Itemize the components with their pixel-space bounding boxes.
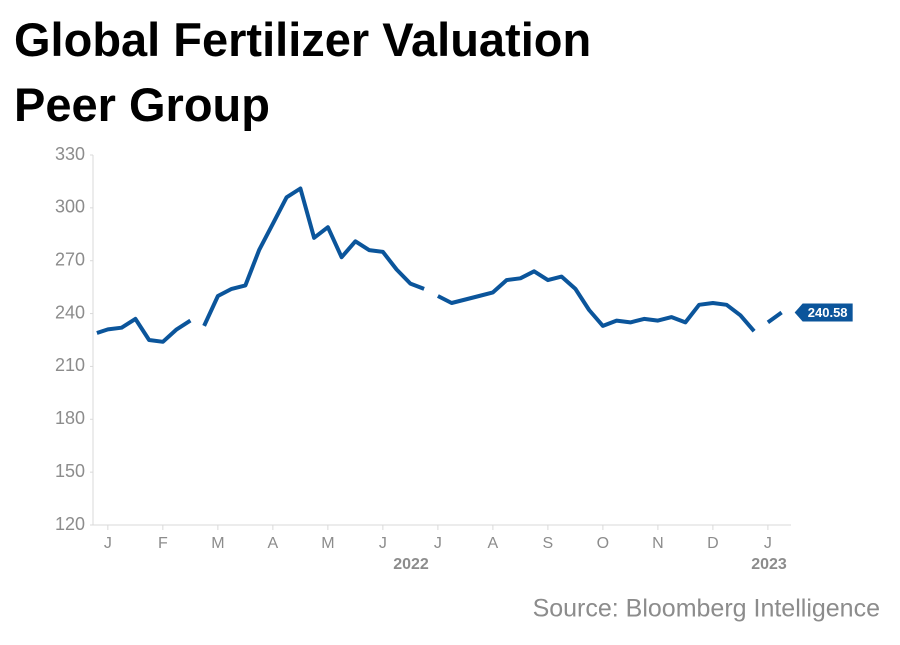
x-tick-label: A xyxy=(268,535,279,552)
source: Source: Bloomberg Intelligence xyxy=(533,595,880,623)
chart-title: Peer Group xyxy=(14,78,270,131)
y-tick-label: 150 xyxy=(55,461,85,481)
x-tick-label: D xyxy=(707,535,719,552)
x-tick-label: M xyxy=(211,535,224,552)
x-tick-label: O xyxy=(597,535,609,552)
last-value-label: 240.58 xyxy=(808,305,848,320)
chart-title: Global Fertilizer Valuation xyxy=(14,13,591,66)
x-tick-label: F xyxy=(158,535,168,552)
x-tick-label: S xyxy=(543,535,554,552)
series-line xyxy=(96,186,783,344)
y-tick-label: 300 xyxy=(55,197,85,217)
x-tick-label: N xyxy=(652,535,664,552)
year-label: 2023 xyxy=(751,556,787,573)
x-tick-label: J xyxy=(104,535,112,552)
y-tick-label: 330 xyxy=(55,144,85,164)
y-tick-label: 180 xyxy=(55,408,85,428)
year-label: 2022 xyxy=(393,556,429,573)
value-badge xyxy=(794,303,853,322)
x-tick-label: J xyxy=(434,535,442,552)
x-tick-label: J xyxy=(379,535,387,552)
y-tick-label: 270 xyxy=(55,249,85,269)
x-tick-label: M xyxy=(321,535,334,552)
x-tick-label: A xyxy=(488,535,499,552)
y-tick-label: 240 xyxy=(55,302,85,322)
y-tick-label: 120 xyxy=(55,514,85,534)
x-tick-label: J xyxy=(764,535,772,552)
y-tick-label: 210 xyxy=(55,355,85,375)
